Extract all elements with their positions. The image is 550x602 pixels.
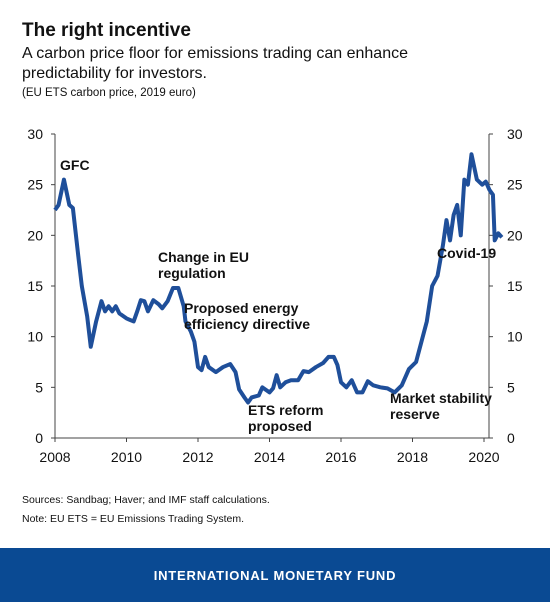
annotation: proposed <box>248 418 312 434</box>
footer-band <box>0 548 550 602</box>
y2-tick-label: 30 <box>507 126 523 142</box>
y2-tick-label: 20 <box>507 227 523 243</box>
annotation: GFC <box>60 157 90 173</box>
chart-title: The right incentive <box>22 20 191 41</box>
y2-tick-label: 0 <box>507 430 515 446</box>
footer: INTERNATIONAL MONETARY FUND <box>154 568 397 583</box>
source: Note: EU ETS = EU Emissions Trading Syst… <box>22 513 244 525</box>
annotation: Covid-19 <box>437 245 496 261</box>
y-tick-label: 0 <box>35 430 43 446</box>
y2-tick-label: 10 <box>507 329 523 345</box>
y-tick-label: 30 <box>27 126 43 142</box>
y2-tick-label: 25 <box>507 177 523 193</box>
x-tick-label: 2018 <box>397 449 428 465</box>
subtitle: predictability for investors. <box>22 65 207 82</box>
x-tick-label: 2016 <box>325 449 356 465</box>
y-tick-label: 10 <box>27 329 43 345</box>
annotation: regulation <box>158 265 226 281</box>
annotation: Market stability <box>390 390 492 406</box>
y-tick-label: 25 <box>27 177 43 193</box>
annotation: reserve <box>390 406 440 422</box>
note: (EU ETS carbon price, 2019 euro) <box>22 87 196 99</box>
x-tick-label: 2012 <box>182 449 213 465</box>
annotation: Proposed energy <box>184 300 299 316</box>
x-tick-label: 2010 <box>111 449 142 465</box>
x-tick-label: 2008 <box>39 449 70 465</box>
source: Sources: Sandbag; Haver; and IMF staff c… <box>22 494 270 506</box>
subtitle: A carbon price floor for emissions tradi… <box>22 45 408 62</box>
x-tick-label: 2020 <box>468 449 499 465</box>
x-tick-label: 2014 <box>254 449 285 465</box>
annotation: efficiency directive <box>184 316 310 332</box>
y-tick-label: 5 <box>35 379 43 395</box>
y2-tick-label: 5 <box>507 379 515 395</box>
y-tick-label: 20 <box>27 227 43 243</box>
y-tick-label: 15 <box>27 278 43 294</box>
y2-tick-label: 15 <box>507 278 523 294</box>
annotation: Change in EU <box>158 249 249 265</box>
annotation: ETS reform <box>248 402 323 418</box>
line <box>53 152 504 405</box>
